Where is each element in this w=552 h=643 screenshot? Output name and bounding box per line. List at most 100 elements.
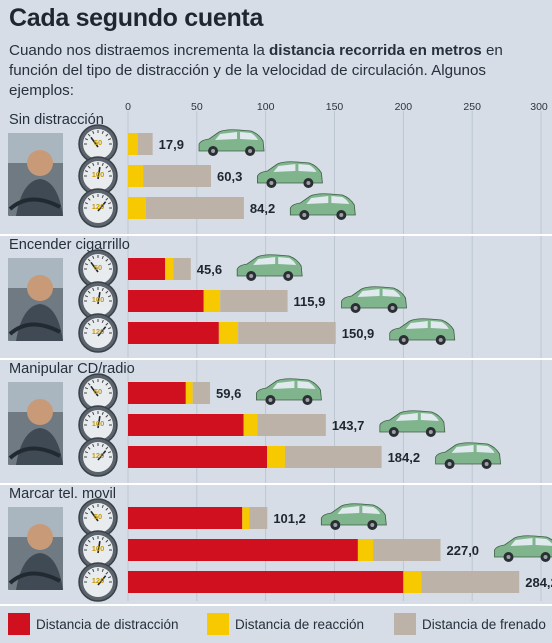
car-icon [320, 503, 387, 530]
car-hub [286, 274, 291, 278]
car-hub [269, 181, 274, 185]
speedometer-tick [105, 539, 109, 543]
speedometer-icon: 120 [78, 313, 118, 353]
speedometer-tick [87, 382, 91, 386]
speedometer-tick [105, 414, 109, 418]
car-hub [401, 338, 406, 342]
subtitle-text-2: en función del tipo de distracción y de … [9, 42, 503, 99]
x-tick-label: 150 [326, 101, 344, 113]
car-window [215, 132, 238, 140]
car-hub [447, 462, 452, 466]
car-window [298, 164, 317, 172]
speedometer-tick [84, 138, 89, 141]
bar-braking [173, 258, 191, 280]
speedometer-tick [101, 411, 104, 416]
speedometer-face [83, 193, 113, 223]
speedometer-value: 50 [94, 387, 102, 396]
car-hub [305, 398, 310, 402]
speedometer-tick [92, 162, 95, 167]
speedometer-tick [92, 379, 95, 384]
speedometer-tick [105, 507, 109, 511]
x-tick-label: 0 [125, 101, 131, 113]
speedometer-tick [101, 504, 104, 509]
speedometer-icon: 50 [78, 124, 118, 164]
bar-braking [238, 322, 336, 344]
driver-photo [8, 133, 63, 216]
car-hub [543, 555, 548, 559]
speedometer-tick [105, 446, 109, 450]
steering-wheel [8, 571, 61, 585]
speedometer-tick [92, 443, 95, 448]
legend-swatch-reaction [207, 613, 229, 635]
speedometer-tick [107, 451, 112, 454]
speedometer-tick [101, 287, 104, 292]
speedometer-value: 50 [94, 138, 102, 147]
speedometer-tick [107, 576, 112, 579]
speedometer-tick [87, 165, 91, 169]
car-window [451, 445, 474, 453]
speedometer-tick [84, 295, 89, 298]
legend-label-distraction: Distancia de distracción [36, 616, 179, 632]
bar-distraction [128, 446, 268, 468]
x-tick-label: 300 [530, 101, 548, 113]
group-label: Marcar tel. movil [9, 486, 116, 502]
value-label: 45,6 [197, 262, 222, 277]
bar-braking [137, 133, 153, 155]
driver-head [27, 524, 53, 550]
car-icon [389, 318, 456, 345]
steering-wheel [8, 446, 61, 460]
speedometer-tick [84, 202, 89, 205]
speedometer-tick [107, 327, 112, 330]
speedometer-tick [107, 544, 112, 547]
bar-braking [421, 571, 520, 593]
bar-distraction [128, 382, 186, 404]
bar-reaction [357, 539, 374, 561]
car-hub [506, 555, 511, 559]
speedometer-value: 100 [92, 295, 105, 304]
legend-swatch-braking [394, 613, 416, 635]
speedometer-tick [92, 568, 95, 573]
driver-head [27, 150, 53, 176]
driver-body [16, 179, 63, 216]
car-window [337, 506, 360, 514]
speedometer-tick [101, 130, 104, 135]
speedometer-tick [101, 443, 104, 448]
speedometer-tick [105, 197, 109, 201]
value-label: 17,9 [159, 137, 184, 152]
speedometer-tick [84, 170, 89, 173]
speedometer-tick [84, 512, 89, 515]
speedometer-tick [107, 419, 112, 422]
speedometer-value: 120 [92, 202, 105, 211]
speedometer-tick [87, 258, 91, 262]
speedometer-tick [105, 571, 109, 575]
speedometer-tick [107, 295, 112, 298]
speedometer-tick [101, 194, 104, 199]
car-icon [236, 254, 303, 281]
bar-distraction [128, 258, 166, 280]
car-window [273, 164, 296, 172]
bar-distraction [128, 507, 243, 529]
value-label: 227,0 [447, 543, 480, 558]
speedometer-tick [92, 255, 95, 260]
car-icon [341, 286, 407, 313]
speedometer-tick [84, 387, 89, 390]
value-label: 284,2 [525, 575, 552, 590]
speedometer-icon: 100 [78, 405, 118, 445]
value-label: 59,6 [216, 386, 241, 401]
subtitle-bold-text: distancia recorrida en metros [269, 42, 482, 59]
car-icon [379, 410, 446, 437]
speedometer-tick [84, 327, 89, 330]
car-icon [494, 535, 552, 562]
bar-reaction [242, 507, 250, 529]
speedometer-icon: 120 [78, 562, 118, 602]
speedometer-tick [92, 504, 95, 509]
speedometer-tick [87, 290, 91, 294]
speedometer-tick [87, 571, 91, 575]
bar-distraction [128, 571, 404, 593]
car-window [297, 381, 316, 389]
bar-braking [145, 197, 244, 219]
legend-swatch-distraction [8, 613, 30, 635]
speedometer-tick [87, 197, 91, 201]
car-hub [391, 430, 396, 434]
car-window [405, 321, 428, 329]
